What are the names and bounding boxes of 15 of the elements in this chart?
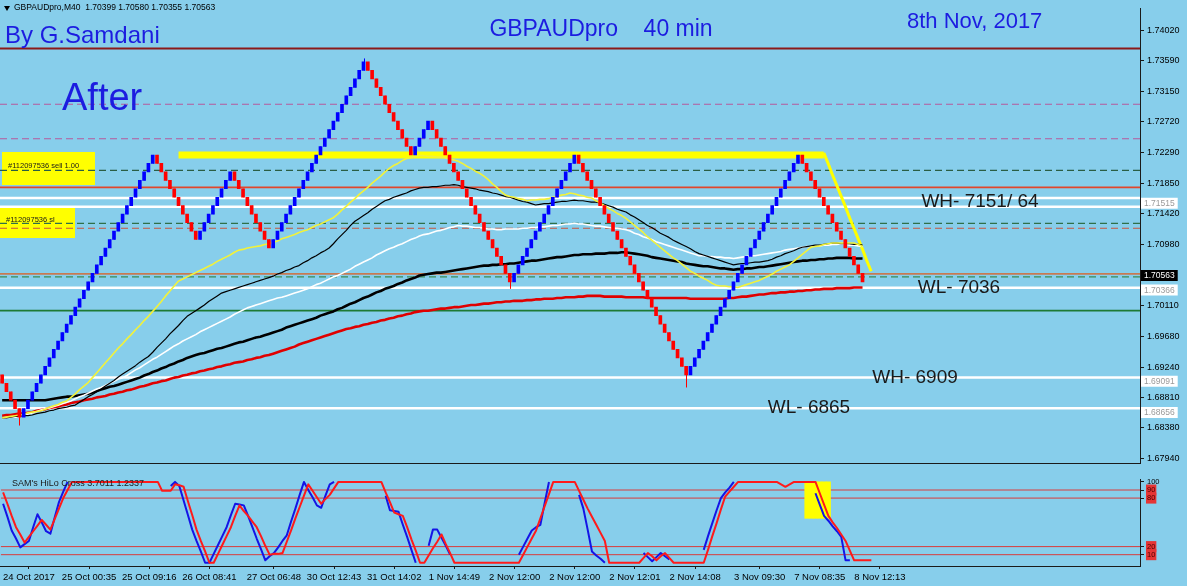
x-tick-label: 25 Oct 00:35 (61, 571, 117, 583)
x-tick-label: 31 Oct 14:02 (367, 571, 422, 583)
x-tick-label: 30 Oct 12:43 (306, 571, 362, 583)
x-tick-label: 8 Nov 12:13 (854, 571, 906, 583)
x-tick-label: 7 Nov 08:35 (794, 571, 846, 583)
x-tick-label: 24 Oct 2017 (3, 571, 55, 583)
x-tick-label: 26 Oct 08:41 (182, 571, 237, 583)
x-tick-label: 1 Nov 14:49 (428, 571, 481, 583)
x-tick-label: 3 Nov 09:30 (733, 571, 786, 583)
x-tick-label: 27 Oct 06:48 (246, 571, 302, 583)
x-tick-label: 2 Nov 12:01 (609, 571, 661, 583)
x-tick-label: 2 Nov 12:00 (549, 571, 601, 583)
x-tick-label: 25 Oct 09:16 (122, 571, 177, 583)
x-tick-label: 2 Nov 12:00 (488, 571, 541, 583)
x-tick-label: 2 Nov 14:08 (669, 571, 721, 583)
